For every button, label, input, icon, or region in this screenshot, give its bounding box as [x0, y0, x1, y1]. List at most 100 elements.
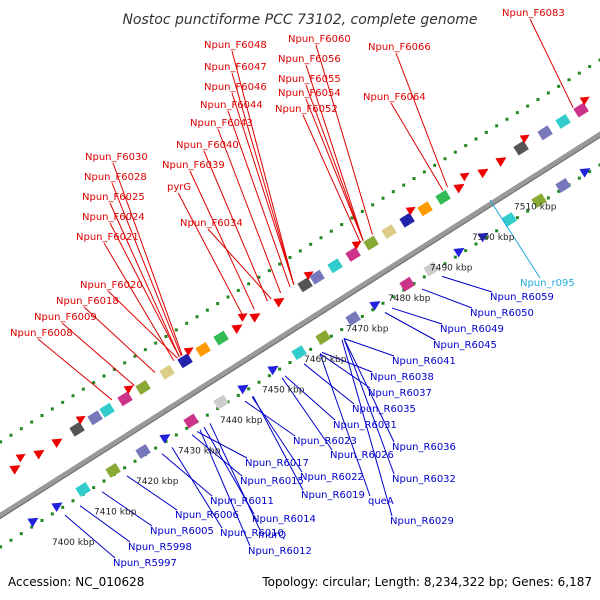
minus-label-line: [391, 307, 443, 325]
tick-dot: [123, 466, 127, 470]
gene-arrow: [33, 449, 45, 460]
minus-label-line: [319, 353, 371, 389]
tick-label: 7470 kbp: [346, 325, 389, 335]
minus-gene-label: Npun_R6036: [392, 442, 456, 453]
minus-gene-label: Npun_R6010: [220, 528, 284, 539]
minus-label-line: [284, 375, 336, 421]
plus-gene-label: Npun_F6052: [275, 104, 338, 115]
gene-arrow: [237, 384, 249, 395]
tick-label: 7460 kbp: [304, 355, 347, 365]
minus-gene-label: queA: [368, 496, 394, 507]
tick-label: 7500 kbp: [472, 233, 515, 243]
minus-gene-label: Npun_R6031: [333, 420, 397, 431]
tick-dot: [557, 84, 561, 88]
tick-label: 7490 kbp: [430, 264, 473, 274]
tick-dot: [526, 209, 530, 213]
plus-label-line: [390, 102, 444, 191]
tick-dot: [474, 137, 478, 141]
tick-dot: [185, 321, 189, 325]
plus-label-line: [231, 92, 295, 285]
tick-dot: [505, 117, 509, 121]
minus-gene-label: Npun_R6026: [330, 450, 394, 461]
tick-dot: [464, 249, 468, 253]
gene-block: [573, 102, 589, 118]
gene-block: [399, 276, 415, 292]
tick-dot: [288, 256, 292, 259]
tick-dot: [30, 525, 34, 529]
minus-gene-label: Npun_R6037: [368, 388, 432, 399]
tick-dot: [350, 216, 354, 220]
plus-gene-label: pyrG: [167, 182, 191, 193]
plus-gene-label: Npun_F6028: [84, 172, 147, 183]
plus-gene-label: Npun_F6060: [288, 34, 351, 45]
tick-dot: [154, 341, 158, 345]
gene-arrow: [51, 502, 63, 513]
plus-gene-label: Npun_F6039: [162, 160, 225, 171]
plus-gene-label: Npun_F6066: [368, 42, 431, 53]
plus-strand-labels: Npun_F6083 Npun_F6060 Npun_F6048 Npun_F6066…: [10, 8, 575, 339]
minus-gene-label: Npun_R6022: [300, 472, 364, 483]
gene-block: [177, 353, 193, 369]
tick-dot: [112, 367, 116, 371]
tick-dot: [412, 177, 416, 180]
gene-block: [213, 330, 229, 346]
tick-dot: [546, 196, 550, 200]
plus-label-line: [189, 170, 255, 310]
gene-block: [501, 212, 517, 228]
tick-dot: [526, 104, 530, 108]
tick-dot: [495, 229, 499, 233]
minus-gene-label: Npun_R6032: [392, 474, 456, 485]
tick-dot: [92, 381, 96, 385]
tick-dot: [443, 262, 447, 266]
gene-arrow: [75, 415, 86, 425]
tick-dot: [81, 387, 85, 391]
minus-label-line: [64, 514, 116, 559]
tick-dot: [0, 545, 3, 549]
tick-dot: [371, 308, 375, 312]
tick-dot: [412, 282, 416, 285]
tick-dot: [464, 144, 468, 148]
minus-gene-label: Npun_R6050: [470, 308, 534, 319]
minus-label-line: [343, 338, 395, 475]
tick-dot: [319, 236, 323, 240]
tick-dot: [0, 440, 3, 444]
tick-dot: [226, 295, 230, 299]
tick-dot: [288, 361, 292, 364]
tick-dot: [205, 413, 209, 417]
tick-dot: [123, 361, 127, 365]
plus-gene-label: Npun_F6040: [176, 140, 239, 151]
minus-gene-label: Npun_R6015: [240, 476, 304, 487]
tick-dot: [61, 505, 65, 509]
plus-gene-label: Npun_F6020: [80, 280, 143, 291]
gene-block: [117, 391, 133, 407]
tick-dot: [257, 380, 261, 384]
gene-arrow: [231, 324, 243, 335]
minus-gene-label: Npun_R6038: [370, 372, 434, 383]
gene-arrow: [15, 453, 26, 463]
gene-arrow: [123, 385, 134, 395]
gene-arrow: [303, 271, 314, 281]
tick-dot: [247, 282, 251, 286]
gene-arrow: [273, 297, 285, 308]
minus-label-line: [191, 434, 243, 477]
minus-gene-label: Npun_R5997: [113, 558, 177, 569]
plus-gene-label: Npun_F6064: [363, 92, 426, 103]
minus-label-line: [321, 351, 373, 373]
tick-dot: [598, 163, 600, 167]
minus-gene-label: Npun_R6011: [210, 496, 274, 507]
gene-block: [555, 114, 571, 129]
gene-arrow: [351, 241, 362, 250]
tick-dot: [257, 275, 261, 279]
plus-label-line: [227, 110, 291, 288]
plus-gene-label: Npun_F6009: [34, 312, 97, 323]
tick-dot: [298, 249, 302, 253]
minus-label-line: [161, 453, 213, 497]
tick-dot: [567, 78, 571, 82]
gene-block: [105, 463, 121, 478]
minus-gene-label: Npun_R6019: [301, 490, 365, 501]
gene-arrow: [9, 465, 21, 475]
tick-dot: [381, 196, 385, 200]
tick-dot: [474, 242, 478, 246]
minus-label-line: [341, 339, 393, 517]
gene-block: [423, 261, 439, 277]
